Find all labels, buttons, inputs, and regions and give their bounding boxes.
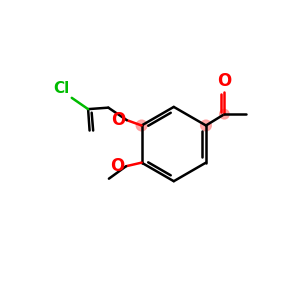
Text: O: O	[111, 110, 125, 128]
Text: O: O	[217, 71, 232, 89]
Circle shape	[220, 110, 229, 119]
Circle shape	[201, 120, 211, 131]
Text: O: O	[110, 157, 124, 175]
Circle shape	[136, 120, 147, 131]
Text: Cl: Cl	[54, 81, 70, 96]
